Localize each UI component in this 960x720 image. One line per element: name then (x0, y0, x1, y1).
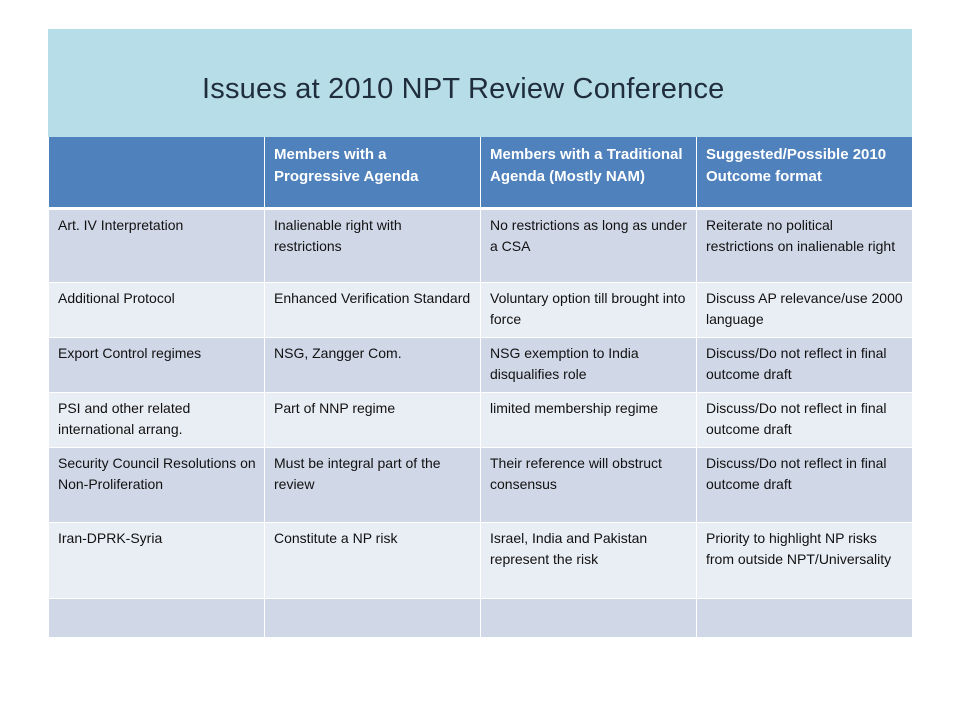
header-cell-outcome: Suggested/Possible 2010 Outcome format (696, 137, 913, 210)
issue-cell: Art. IV Interpretation (48, 207, 265, 283)
progressive-cell: Constitute a NP risk (264, 521, 481, 599)
progressive-cell: Enhanced Verification Standard (264, 281, 481, 338)
progressive-cell: Must be integral part of the review (264, 446, 481, 523)
progressive-cell: Inalienable right with restrictions (264, 207, 481, 283)
slide-title: Issues at 2010 NPT Review Conference (202, 73, 725, 105)
table-row-empty (48, 597, 913, 638)
traditional-cell: Their reference will obstruct consensus (480, 446, 697, 523)
outcome-cell: Discuss/Do not reflect in final outcome … (696, 446, 913, 523)
traditional-cell: No restrictions as long as under a CSA (480, 207, 697, 283)
empty-cell (48, 597, 265, 638)
outcome-cell: Discuss/Do not reflect in final outcome … (696, 391, 913, 448)
table-header-row: Members with a Progressive Agenda Member… (48, 137, 913, 210)
header-cell-traditional: Members with a Traditional Agenda (Mostl… (480, 137, 697, 210)
progressive-cell: NSG, Zangger Com. (264, 336, 481, 393)
traditional-cell: limited membership regime (480, 391, 697, 448)
issue-cell: Export Control regimes (48, 336, 265, 393)
header-cell-empty (48, 137, 265, 210)
outcome-cell: Priority to highlight NP risks from outs… (696, 521, 913, 599)
traditional-cell: Voluntary option till brought into force (480, 281, 697, 338)
issue-cell: Iran-DPRK-Syria (48, 521, 265, 599)
table-row: Iran-DPRK-Syria Constitute a NP risk Isr… (48, 521, 913, 599)
title-band: Issues at 2010 NPT Review Conference (48, 29, 912, 137)
table-row: Export Control regimes NSG, Zangger Com.… (48, 336, 913, 393)
issue-cell: Security Council Resolutions on Non-Prol… (48, 446, 265, 523)
empty-cell (480, 597, 697, 638)
outcome-cell: Reiterate no political restrictions on i… (696, 207, 913, 283)
issue-cell: PSI and other related international arra… (48, 391, 265, 448)
table-row: Art. IV Interpretation Inalienable right… (48, 207, 913, 283)
empty-cell (264, 597, 481, 638)
traditional-cell: NSG exemption to India disqualifies role (480, 336, 697, 393)
table-row: Security Council Resolutions on Non-Prol… (48, 446, 913, 523)
issues-table: Members with a Progressive Agenda Member… (48, 137, 913, 638)
outcome-cell: Discuss AP relevance/use 2000 language (696, 281, 913, 338)
table-row: Additional Protocol Enhanced Verificatio… (48, 281, 913, 338)
header-cell-progressive: Members with a Progressive Agenda (264, 137, 481, 210)
table-row: PSI and other related international arra… (48, 391, 913, 448)
progressive-cell: Part of NNP regime (264, 391, 481, 448)
empty-cell (696, 597, 913, 638)
outcome-cell: Discuss/Do not reflect in final outcome … (696, 336, 913, 393)
issue-cell: Additional Protocol (48, 281, 265, 338)
traditional-cell: Israel, India and Pakistan represent the… (480, 521, 697, 599)
